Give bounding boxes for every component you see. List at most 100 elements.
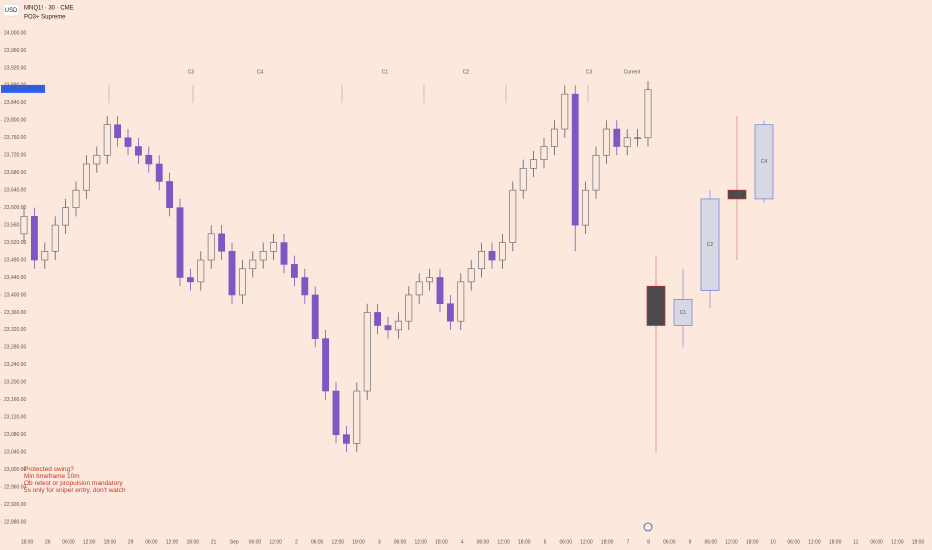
x-tick-label: 4 xyxy=(461,539,464,545)
x-tick-label: 9 xyxy=(689,539,692,545)
htf-body xyxy=(646,285,666,326)
x-tick-label: 06:00 xyxy=(62,539,75,545)
y-tick-label: 23,120.00 xyxy=(4,415,26,421)
candle-body xyxy=(498,242,506,261)
x-tick-label: 12:00 xyxy=(808,539,821,545)
session-label: C3 xyxy=(586,69,593,75)
x-tick-label: 8 xyxy=(647,539,650,545)
candle-body xyxy=(30,216,38,261)
annotation: Min timeframe 10m xyxy=(24,473,80,480)
candle-body xyxy=(93,154,101,165)
currency-box xyxy=(2,3,20,17)
x-tick-label: 21 xyxy=(211,539,217,545)
currency: USD xyxy=(5,8,18,14)
x-tick-label: 06:00 xyxy=(559,539,572,545)
replay-icon[interactable] xyxy=(643,522,653,532)
x-tick-label: 18:00 xyxy=(601,539,614,545)
price-tag-label: 23,872.00 xyxy=(3,86,25,92)
x-tick-label: 18:00 xyxy=(435,539,448,545)
x-tick-label: 3 xyxy=(378,539,381,545)
candle-body xyxy=(436,277,444,304)
candle-body xyxy=(280,242,288,265)
candle-body xyxy=(623,137,631,147)
candle-body xyxy=(249,259,257,270)
x-tick-label: 18:00 xyxy=(912,539,925,545)
candle-body xyxy=(290,264,298,278)
y-tick-label: 23,760.00 xyxy=(4,135,26,141)
session-label: C3 xyxy=(188,69,195,75)
candle-body xyxy=(186,277,194,283)
x-tick-label: 18:00 xyxy=(518,539,531,545)
candle-body xyxy=(582,189,590,226)
y-tick-label: 22,880.00 xyxy=(4,519,26,525)
x-tick-label: 2 xyxy=(295,539,298,545)
y-tick-label: 23,800.00 xyxy=(4,118,26,124)
candle-body xyxy=(342,434,350,444)
candle-body xyxy=(82,163,90,191)
candle-body xyxy=(519,168,527,191)
candle-body xyxy=(197,259,205,283)
y-tick-label: 23,080.00 xyxy=(4,432,26,438)
x-tick-label: 26 xyxy=(45,539,51,545)
x-tick-label: 29 xyxy=(128,539,134,545)
x-tick-label: 12:00 xyxy=(166,539,179,545)
candle-body xyxy=(134,146,142,156)
candle-body xyxy=(124,137,132,147)
candle-body xyxy=(155,163,163,182)
candle-body xyxy=(488,251,496,261)
x-tick-label: 06:00 xyxy=(145,539,158,545)
y-tick-label: 22,960.00 xyxy=(4,484,26,490)
candle-body xyxy=(166,181,174,208)
x-tick-label: 18:00 xyxy=(104,539,117,545)
x-tick-label: 18:00 xyxy=(187,539,200,545)
annotation: Ob retest or propulsion mandatory xyxy=(24,480,123,487)
session-label: Current xyxy=(624,69,641,75)
y-tick-label: 23,840.00 xyxy=(4,100,26,106)
y-tick-label: 22,920.00 xyxy=(4,502,26,508)
x-tick-label: 7 xyxy=(627,539,630,545)
x-tick-label: 06:00 xyxy=(705,539,718,545)
price-tag xyxy=(1,84,25,93)
candle-body xyxy=(478,251,486,270)
x-tick-label: 06:00 xyxy=(870,539,883,545)
candle-body xyxy=(62,207,70,226)
htf-body xyxy=(673,298,693,326)
x-tick-label: Sep xyxy=(230,539,239,545)
y-tick-label: 23,200.00 xyxy=(4,380,26,386)
x-tick-label: 12:00 xyxy=(332,539,345,545)
candle-body xyxy=(571,93,579,226)
candle-body xyxy=(311,294,319,339)
session-label: C4 xyxy=(257,69,264,75)
y-tick-label: 23,320.00 xyxy=(4,327,26,333)
candle-body xyxy=(592,154,600,191)
x-tick-label: 18:00 xyxy=(21,539,34,545)
x-tick-label: 06:00 xyxy=(311,539,324,545)
session-label: C2 xyxy=(463,69,470,75)
y-tick-label: 23,040.00 xyxy=(4,449,26,455)
y-tick-label: 23,640.00 xyxy=(4,188,26,194)
x-tick-label: 12:00 xyxy=(83,539,96,545)
y-tick-label: 23,000.00 xyxy=(4,467,26,473)
candle-body xyxy=(72,189,80,208)
candle-body xyxy=(394,320,402,331)
candle-body xyxy=(363,312,371,392)
htf-label: C2 xyxy=(707,242,714,248)
candle-body xyxy=(644,89,652,139)
x-tick-label: 12:00 xyxy=(497,539,510,545)
candle-body xyxy=(41,251,49,261)
y-tick-label: 23,160.00 xyxy=(4,397,26,403)
x-tick-label: 06:00 xyxy=(394,539,407,545)
x-tick-label: 12:00 xyxy=(891,539,904,545)
candle-body xyxy=(426,277,434,283)
candle-body xyxy=(51,224,59,252)
x-tick-label: 12:00 xyxy=(725,539,738,545)
htf-label: C1 xyxy=(680,310,687,316)
y-tick-label: 23,520.00 xyxy=(4,240,26,246)
y-tick-label: 24,000.00 xyxy=(4,30,26,36)
y-tick-label: 23,600.00 xyxy=(4,205,26,211)
x-tick-label: 12:00 xyxy=(414,539,427,545)
symbol: MNQ1! · 30 · CME xyxy=(24,6,74,12)
y-tick-label: 23,560.00 xyxy=(4,222,26,228)
candle-body xyxy=(270,242,278,252)
htf-body xyxy=(754,124,774,200)
